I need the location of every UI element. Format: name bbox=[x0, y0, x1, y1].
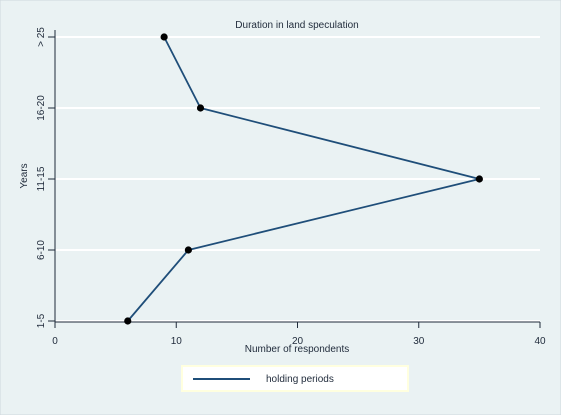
x-axis-label: Number of respondents bbox=[245, 344, 350, 355]
x-tick-label: 10 bbox=[171, 336, 183, 347]
y-tick-label: 11-15 bbox=[36, 166, 47, 191]
data-point bbox=[160, 33, 168, 41]
x-tick-label: 40 bbox=[534, 336, 546, 347]
grid-layer bbox=[56, 36, 540, 322]
y-tick-label: 16-20 bbox=[36, 95, 47, 121]
x-tick-label: 30 bbox=[413, 336, 425, 347]
axis-layer: 0 10 20 30 40 1-5 6-10 11-15 16-20 > 25 bbox=[36, 27, 546, 347]
y-axis-label: Years bbox=[19, 163, 30, 188]
y-tick-label: 6-10 bbox=[36, 240, 47, 260]
legend-series-label: holding periods bbox=[266, 374, 334, 385]
data-point bbox=[475, 175, 483, 183]
data-point bbox=[184, 246, 192, 254]
y-tick-label: > 25 bbox=[36, 27, 47, 47]
x-tick-label: 0 bbox=[52, 336, 58, 347]
data-point bbox=[124, 317, 132, 325]
x-tick-label: 20 bbox=[292, 336, 304, 347]
data-layer bbox=[124, 33, 483, 325]
plot-background bbox=[55, 30, 540, 322]
legend: holding periods bbox=[181, 365, 409, 392]
chart-title: Duration in land speculation bbox=[235, 20, 358, 31]
data-point bbox=[196, 104, 205, 112]
y-tick-label: 1-5 bbox=[36, 313, 47, 328]
